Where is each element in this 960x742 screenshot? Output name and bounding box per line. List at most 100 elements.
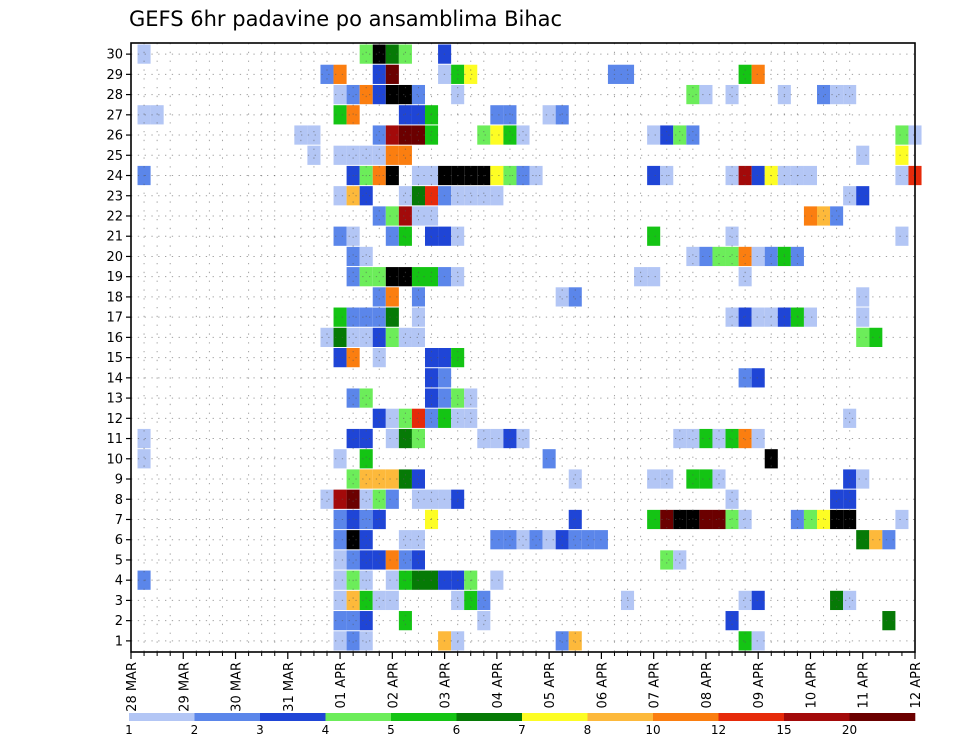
x-tick-label: 02 APR	[386, 662, 401, 708]
heatmap-cell	[751, 246, 765, 267]
x-tick-label: 01 APR	[334, 662, 349, 708]
heatmap-cell	[385, 125, 399, 145]
heatmap-cell	[503, 530, 517, 550]
heatmap-cell	[425, 105, 439, 125]
heatmap-cell	[686, 246, 700, 267]
heatmap-cell	[411, 327, 425, 347]
heatmap-cell	[895, 226, 909, 246]
heatmap-cell	[568, 530, 582, 550]
heatmap-cell	[490, 165, 504, 186]
heatmap-cell	[372, 348, 386, 368]
heatmap-cell	[346, 307, 360, 327]
heatmap-cell	[817, 206, 831, 226]
heatmap-cell	[333, 590, 347, 611]
x-tick-label: 08 APR	[700, 662, 715, 708]
heatmap-cell	[490, 570, 504, 590]
heatmap-cell	[385, 469, 399, 489]
heatmap-cell	[843, 84, 857, 105]
heatmap-cell	[477, 186, 491, 206]
y-tick-label: 25	[106, 149, 123, 164]
x-tick-label: 29 MAR	[177, 662, 192, 712]
heatmap-cell	[869, 530, 883, 550]
heatmap-cell	[647, 226, 661, 246]
heatmap-cell	[751, 165, 765, 186]
heatmap-cell	[725, 611, 739, 631]
heatmap-cell	[137, 105, 151, 125]
heatmap-cell	[411, 287, 425, 307]
heatmap-cell	[673, 125, 687, 145]
heatmap-cell	[751, 307, 765, 327]
heatmap-cell	[895, 125, 909, 145]
colorbar-tick-label: 5	[387, 723, 395, 737]
heatmap-cell	[843, 408, 857, 428]
heatmap-cell	[359, 246, 373, 267]
heatmap-cell	[372, 590, 386, 611]
x-tick-label: 12 APR	[909, 662, 924, 708]
colorbar-tick-label: 20	[842, 723, 857, 737]
colorbar-tick-label: 15	[776, 723, 791, 737]
colorbar-swatch	[522, 713, 588, 721]
heatmap-cell	[490, 186, 504, 206]
heatmap-cell	[385, 287, 399, 307]
y-tick-label: 10	[106, 452, 123, 467]
heatmap-cell	[359, 84, 373, 105]
heatmap-cell	[359, 267, 373, 287]
heatmap-cell	[398, 469, 412, 489]
heatmap-cell	[333, 570, 347, 590]
heatmap-cell	[333, 348, 347, 368]
x-tick-label: 10 APR	[804, 662, 819, 708]
heatmap-cell	[346, 105, 360, 125]
heatmap-cell	[411, 84, 425, 105]
heatmap-cell	[385, 307, 399, 327]
y-tick-label: 8	[115, 493, 123, 508]
heatmap-cell	[581, 530, 595, 550]
heatmap-cell	[372, 145, 386, 165]
heatmap-cell	[385, 44, 399, 64]
heatmap-cell	[882, 611, 896, 631]
heatmap-cell	[359, 428, 373, 449]
heatmap-cell	[464, 590, 478, 611]
heatmap-cell	[843, 469, 857, 489]
heatmap-cell	[699, 246, 713, 267]
heatmap-cell	[660, 550, 674, 570]
heatmap-cell	[372, 84, 386, 105]
heatmap-cell	[660, 469, 674, 489]
heatmap-cell	[477, 428, 491, 449]
heatmap-cell	[634, 267, 648, 287]
heatmap-cell	[137, 44, 151, 64]
heatmap-cell	[398, 145, 412, 165]
colorbar-tick-label: 1	[125, 723, 133, 737]
heatmap-cell	[464, 388, 478, 408]
x-tick-label: 28 MAR	[125, 662, 140, 712]
heatmap-cell	[333, 145, 347, 165]
heatmap-cell	[333, 611, 347, 631]
heatmap-cell	[385, 226, 399, 246]
heatmap-cell	[398, 44, 412, 64]
heatmap-cell	[346, 267, 360, 287]
heatmap-cell	[516, 530, 530, 550]
heatmap-cell	[359, 611, 373, 631]
colorbar-tick-label: 7	[518, 723, 526, 737]
heatmap-cell	[333, 449, 347, 469]
heatmap-cell	[738, 590, 752, 611]
chart-title: GEFS 6hr padavine po ansamblima Bihac	[129, 7, 562, 31]
heatmap-cell	[803, 509, 817, 530]
heatmap-cell	[372, 287, 386, 307]
heatmap-cell	[359, 489, 373, 509]
heatmap-cell	[856, 469, 870, 489]
y-tick-label: 1	[115, 634, 123, 649]
heatmap-cell	[803, 165, 817, 186]
heatmap-cell	[477, 590, 491, 611]
heatmap-cell	[647, 267, 661, 287]
heatmap-cell	[346, 186, 360, 206]
heatmap-cell	[333, 84, 347, 105]
y-tick-label: 7	[115, 513, 123, 528]
heatmap-cell	[699, 469, 713, 489]
heatmap-cell	[425, 206, 439, 226]
heatmap-cell	[425, 186, 439, 206]
heatmap-cell	[490, 125, 504, 145]
heatmap-cell	[385, 408, 399, 428]
heatmap-cell	[346, 348, 360, 368]
x-tick-label: 06 APR	[595, 662, 610, 708]
heatmap-cell	[385, 327, 399, 347]
